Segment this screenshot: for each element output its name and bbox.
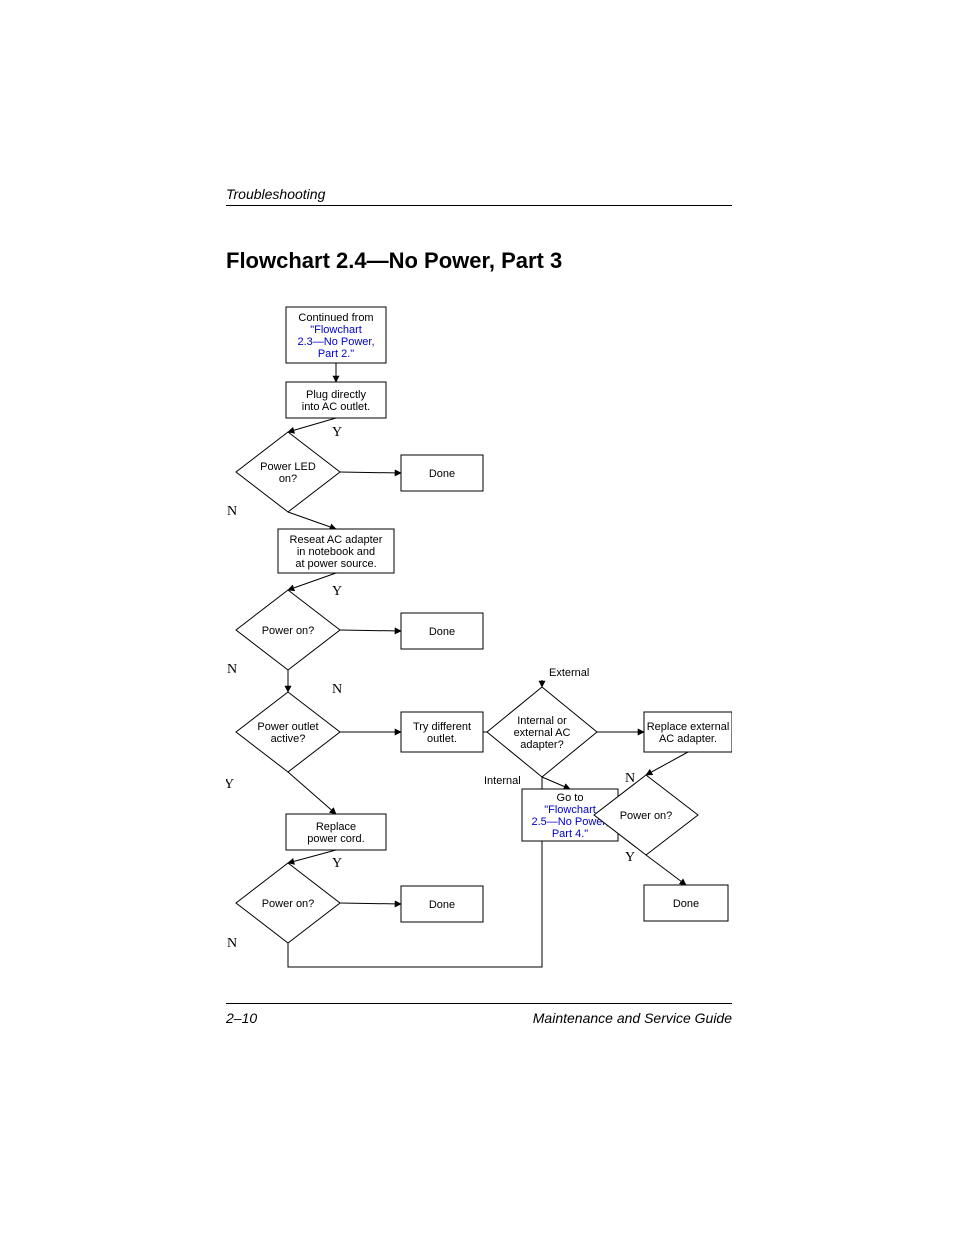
section-label: Troubleshooting bbox=[226, 186, 325, 202]
flowchart-edge bbox=[288, 418, 336, 432]
flowchart-edge bbox=[288, 573, 336, 590]
flowchart-text: Done bbox=[429, 468, 455, 480]
flowchart-edge bbox=[288, 850, 336, 863]
flowchart-text: Continued from bbox=[298, 312, 373, 324]
flowchart-text: Try different bbox=[413, 721, 471, 733]
flowchart-text: Done bbox=[673, 898, 699, 910]
flowchart-text: Replace bbox=[316, 821, 356, 833]
flowchart-edge bbox=[288, 772, 336, 814]
flowchart-edge bbox=[340, 630, 401, 631]
flowchart-edge bbox=[646, 855, 686, 885]
flowchart-text: external AC bbox=[514, 727, 571, 739]
flowchart: Continued from"Flowchart2.3—No Power,Par… bbox=[226, 285, 732, 985]
flowchart-text: outlet. bbox=[427, 733, 457, 745]
flowchart-edge bbox=[542, 777, 570, 789]
edge-label: Y bbox=[332, 856, 342, 871]
flowchart-text: Done bbox=[429, 899, 455, 911]
flowchart-text: Power LED bbox=[260, 461, 316, 473]
edge-label: N bbox=[227, 662, 237, 677]
edge-label: Y bbox=[625, 850, 635, 865]
flowchart-link[interactable]: 2.3—No Power, bbox=[297, 336, 374, 348]
flowchart-edge bbox=[288, 512, 336, 529]
flowchart-text: Power on? bbox=[620, 810, 673, 822]
flowchart-text: Go to bbox=[557, 792, 584, 804]
rule-top bbox=[226, 205, 732, 206]
flowchart-text: on? bbox=[279, 473, 297, 485]
flowchart-text: Plug directly bbox=[306, 389, 366, 401]
edge-label: External bbox=[549, 667, 589, 679]
page-title: Flowchart 2.4—No Power, Part 3 bbox=[226, 248, 562, 274]
flowchart-text: Done bbox=[429, 626, 455, 638]
page-number: 2–10 bbox=[226, 1010, 257, 1026]
edge-label: N bbox=[227, 936, 237, 951]
edge-label: Y bbox=[332, 425, 342, 440]
flowchart-text: adapter? bbox=[520, 739, 563, 751]
flowchart-link[interactable]: Part 4." bbox=[552, 828, 588, 840]
page: Troubleshooting Flowchart 2.4—No Power, … bbox=[0, 0, 954, 1235]
flowchart-edge bbox=[340, 472, 401, 473]
flowchart-edge bbox=[646, 752, 688, 775]
edge-label: Internal bbox=[484, 775, 521, 787]
flowchart-link[interactable]: "Flowchart bbox=[544, 804, 596, 816]
edge-label: N bbox=[625, 771, 635, 786]
flowchart-text: Reseat AC adapter bbox=[290, 534, 383, 546]
flowchart-text: Power on? bbox=[262, 625, 315, 637]
edge-label: Y bbox=[332, 584, 342, 599]
flowchart-edge bbox=[340, 903, 401, 904]
flowchart-text: Power on? bbox=[262, 898, 315, 910]
flowchart-text: in notebook and bbox=[297, 546, 375, 558]
flowchart-link[interactable]: "Flowchart bbox=[310, 324, 362, 336]
flowchart-text: Power outlet bbox=[257, 721, 318, 733]
flowchart-link[interactable]: Part 2." bbox=[318, 348, 354, 360]
rule-bottom bbox=[226, 1003, 732, 1004]
flowchart-text: power cord. bbox=[307, 833, 364, 845]
edge-label: N bbox=[332, 682, 342, 697]
flowchart-text: Replace external bbox=[647, 721, 730, 733]
flowchart-text: active? bbox=[271, 733, 306, 745]
flowchart-text: AC adapter. bbox=[659, 733, 717, 745]
edge-label: Y bbox=[226, 777, 234, 792]
flowchart-text: Internal or bbox=[517, 715, 567, 727]
flowchart-text: into AC outlet. bbox=[302, 401, 371, 413]
guide-name: Maintenance and Service Guide bbox=[533, 1010, 732, 1026]
flowchart-text: at power source. bbox=[295, 558, 376, 570]
edge-label: N bbox=[227, 504, 237, 519]
